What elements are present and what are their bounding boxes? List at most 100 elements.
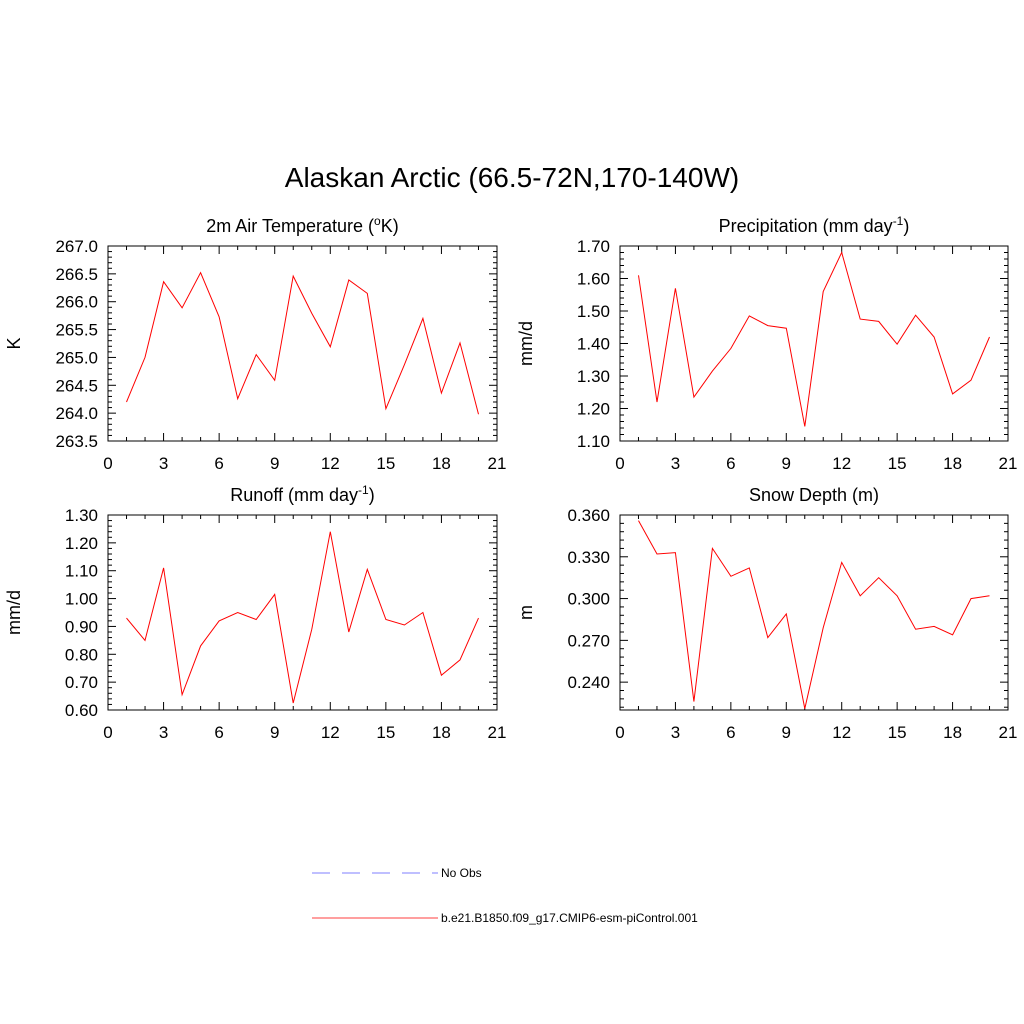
data-point bbox=[126, 401, 127, 402]
data-point bbox=[712, 548, 713, 549]
y-axis-label: m bbox=[516, 605, 536, 620]
data-point bbox=[330, 531, 331, 532]
data-point bbox=[878, 577, 879, 578]
x-tick-label: 6 bbox=[726, 454, 735, 473]
data-point bbox=[367, 293, 368, 294]
data-point bbox=[860, 319, 861, 320]
chart-panel-3: 0 3 6 9 12 15 18 21 0.60 0.70 0.80 0.90 1.00 1.10 1.20… bbox=[4, 483, 506, 742]
data-point bbox=[823, 627, 824, 628]
data-point bbox=[823, 291, 824, 292]
y-tick-label: 0.300 bbox=[567, 590, 610, 609]
x-tick-label: 15 bbox=[888, 723, 907, 742]
data-point bbox=[441, 675, 442, 676]
x-tick-label: 12 bbox=[832, 723, 851, 742]
data-point bbox=[786, 613, 787, 614]
y-tick-label: 0.360 bbox=[567, 506, 610, 525]
data-point bbox=[915, 315, 916, 316]
data-point bbox=[422, 318, 423, 319]
data-point bbox=[989, 336, 990, 337]
y-tick-label: 266.0 bbox=[55, 293, 98, 312]
legend: No Obs b.e21.B1850.f09_g17.CMIP6-esm-piCo… bbox=[312, 866, 698, 925]
data-point bbox=[256, 354, 257, 355]
panel-title-end: ) bbox=[369, 485, 375, 505]
data-point bbox=[330, 346, 331, 347]
panel-title: Snow Depth (m) bbox=[749, 485, 879, 505]
x-tick-label: 21 bbox=[488, 454, 507, 473]
data-point bbox=[163, 281, 164, 282]
y-tick-label: 1.30 bbox=[577, 367, 610, 386]
y-tick-label: 1.40 bbox=[577, 335, 610, 354]
y-tick-label: 0.80 bbox=[65, 645, 98, 664]
y-tick-label: 1.20 bbox=[577, 400, 610, 419]
data-point bbox=[970, 598, 971, 599]
data-point bbox=[656, 553, 657, 554]
data-point bbox=[459, 659, 460, 660]
data-point bbox=[200, 645, 201, 646]
y-tick-label: 1.20 bbox=[65, 534, 98, 553]
plot-frame bbox=[619, 514, 1009, 711]
y-tick-label: 265.5 bbox=[55, 321, 98, 340]
data-point bbox=[404, 624, 405, 625]
data-point bbox=[915, 629, 916, 630]
y-tick-label: 0.240 bbox=[567, 673, 610, 692]
y-tick-label: 0.60 bbox=[65, 701, 98, 720]
x-tick-label: 21 bbox=[999, 723, 1018, 742]
series-line bbox=[638, 251, 990, 427]
x-tick-label: 6 bbox=[726, 723, 735, 742]
x-tick-label: 18 bbox=[943, 723, 962, 742]
data-point bbox=[878, 321, 879, 322]
y-tick-label: 267.0 bbox=[55, 237, 98, 256]
data-point bbox=[897, 595, 898, 596]
x-tick-label: 3 bbox=[159, 723, 168, 742]
x-tick-label: 18 bbox=[432, 723, 451, 742]
y-tick-label: 263.5 bbox=[55, 432, 98, 451]
data-point bbox=[786, 328, 787, 329]
data-point bbox=[219, 316, 220, 317]
x-tick-label: 21 bbox=[999, 454, 1018, 473]
x-tick-label: 18 bbox=[432, 454, 451, 473]
data-point bbox=[311, 629, 312, 630]
data-point bbox=[841, 252, 842, 253]
x-tick-label: 15 bbox=[376, 454, 395, 473]
series-line bbox=[126, 531, 479, 704]
data-point bbox=[144, 640, 145, 641]
x-tick-label: 9 bbox=[270, 723, 279, 742]
y-tick-label: 264.0 bbox=[55, 404, 98, 423]
y-tick-label: 1.50 bbox=[577, 302, 610, 321]
y-axis-label: mm/d bbox=[4, 590, 24, 635]
data-point bbox=[404, 364, 405, 365]
y-tick-label: 266.5 bbox=[55, 265, 98, 284]
data-point bbox=[693, 397, 694, 398]
series-line bbox=[126, 271, 479, 415]
x-tick-label: 3 bbox=[671, 723, 680, 742]
data-point bbox=[348, 279, 349, 280]
data-point bbox=[219, 620, 220, 621]
data-point bbox=[638, 275, 639, 276]
legend-label: b.e21.B1850.f09_g17.CMIP6-esm-piControl.… bbox=[441, 911, 698, 925]
data-point bbox=[144, 357, 145, 358]
y-axis-label: K bbox=[4, 337, 24, 349]
x-tick-label: 0 bbox=[615, 454, 624, 473]
data-point bbox=[181, 694, 182, 695]
data-point bbox=[656, 401, 657, 402]
x-tick-label: 9 bbox=[270, 454, 279, 473]
x-tick-label: 3 bbox=[671, 454, 680, 473]
x-tick-label: 6 bbox=[214, 454, 223, 473]
x-tick-label: 12 bbox=[321, 723, 340, 742]
x-tick-label: 6 bbox=[214, 723, 223, 742]
y-tick-label: 0.270 bbox=[567, 631, 610, 650]
y-tick-label: 265.0 bbox=[55, 348, 98, 367]
chart-panel-1: 0 3 6 9 12 15 18 21 263.5 264.0 264.5 265.0 265.5 266… bbox=[4, 214, 506, 473]
x-tick-label: 0 bbox=[103, 454, 112, 473]
y-tick-label: 0.330 bbox=[567, 548, 610, 567]
data-point bbox=[804, 426, 805, 427]
data-point bbox=[804, 708, 805, 709]
data-point bbox=[730, 348, 731, 349]
data-point bbox=[638, 520, 639, 521]
data-point bbox=[841, 562, 842, 563]
data-point bbox=[989, 595, 990, 596]
y-tick-label: 1.10 bbox=[65, 562, 98, 581]
data-point bbox=[237, 612, 238, 613]
data-point bbox=[478, 617, 479, 618]
